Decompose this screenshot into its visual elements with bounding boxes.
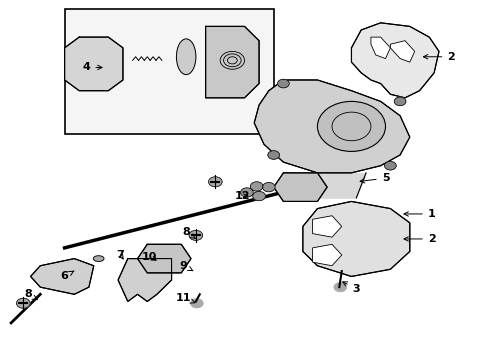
Circle shape bbox=[240, 188, 253, 197]
Text: 1: 1 bbox=[403, 209, 435, 219]
Polygon shape bbox=[302, 202, 409, 276]
Circle shape bbox=[17, 298, 30, 308]
Bar bbox=[64, 9, 273, 134]
Polygon shape bbox=[118, 258, 171, 301]
Polygon shape bbox=[30, 258, 94, 294]
Circle shape bbox=[190, 298, 203, 308]
Text: 7: 7 bbox=[117, 250, 124, 260]
Circle shape bbox=[277, 79, 288, 88]
Text: 11: 11 bbox=[176, 293, 195, 303]
Text: 12: 12 bbox=[234, 191, 249, 201]
Circle shape bbox=[250, 182, 263, 191]
Text: 2: 2 bbox=[403, 234, 435, 244]
Circle shape bbox=[208, 177, 222, 187]
Circle shape bbox=[384, 161, 395, 170]
Polygon shape bbox=[351, 23, 438, 98]
Circle shape bbox=[252, 192, 265, 201]
Ellipse shape bbox=[93, 256, 104, 261]
Text: 4: 4 bbox=[82, 63, 102, 72]
Polygon shape bbox=[273, 173, 326, 202]
Circle shape bbox=[189, 230, 202, 240]
Text: 2: 2 bbox=[423, 52, 454, 62]
Polygon shape bbox=[205, 26, 259, 98]
Polygon shape bbox=[137, 244, 191, 273]
Polygon shape bbox=[370, 37, 389, 59]
Text: 5: 5 bbox=[360, 173, 388, 183]
Text: 9: 9 bbox=[180, 261, 193, 271]
Polygon shape bbox=[64, 37, 122, 91]
Ellipse shape bbox=[176, 39, 196, 75]
Circle shape bbox=[262, 183, 275, 192]
Text: 6: 6 bbox=[61, 271, 74, 282]
Text: 8: 8 bbox=[182, 227, 195, 238]
Text: 8: 8 bbox=[24, 289, 37, 300]
Circle shape bbox=[317, 102, 385, 152]
Polygon shape bbox=[254, 80, 409, 173]
Circle shape bbox=[267, 151, 279, 159]
Polygon shape bbox=[312, 244, 341, 266]
Circle shape bbox=[393, 97, 405, 106]
Text: 10: 10 bbox=[142, 252, 157, 262]
Polygon shape bbox=[312, 216, 341, 237]
Polygon shape bbox=[389, 41, 414, 62]
Circle shape bbox=[333, 283, 346, 292]
Text: 3: 3 bbox=[342, 282, 359, 294]
